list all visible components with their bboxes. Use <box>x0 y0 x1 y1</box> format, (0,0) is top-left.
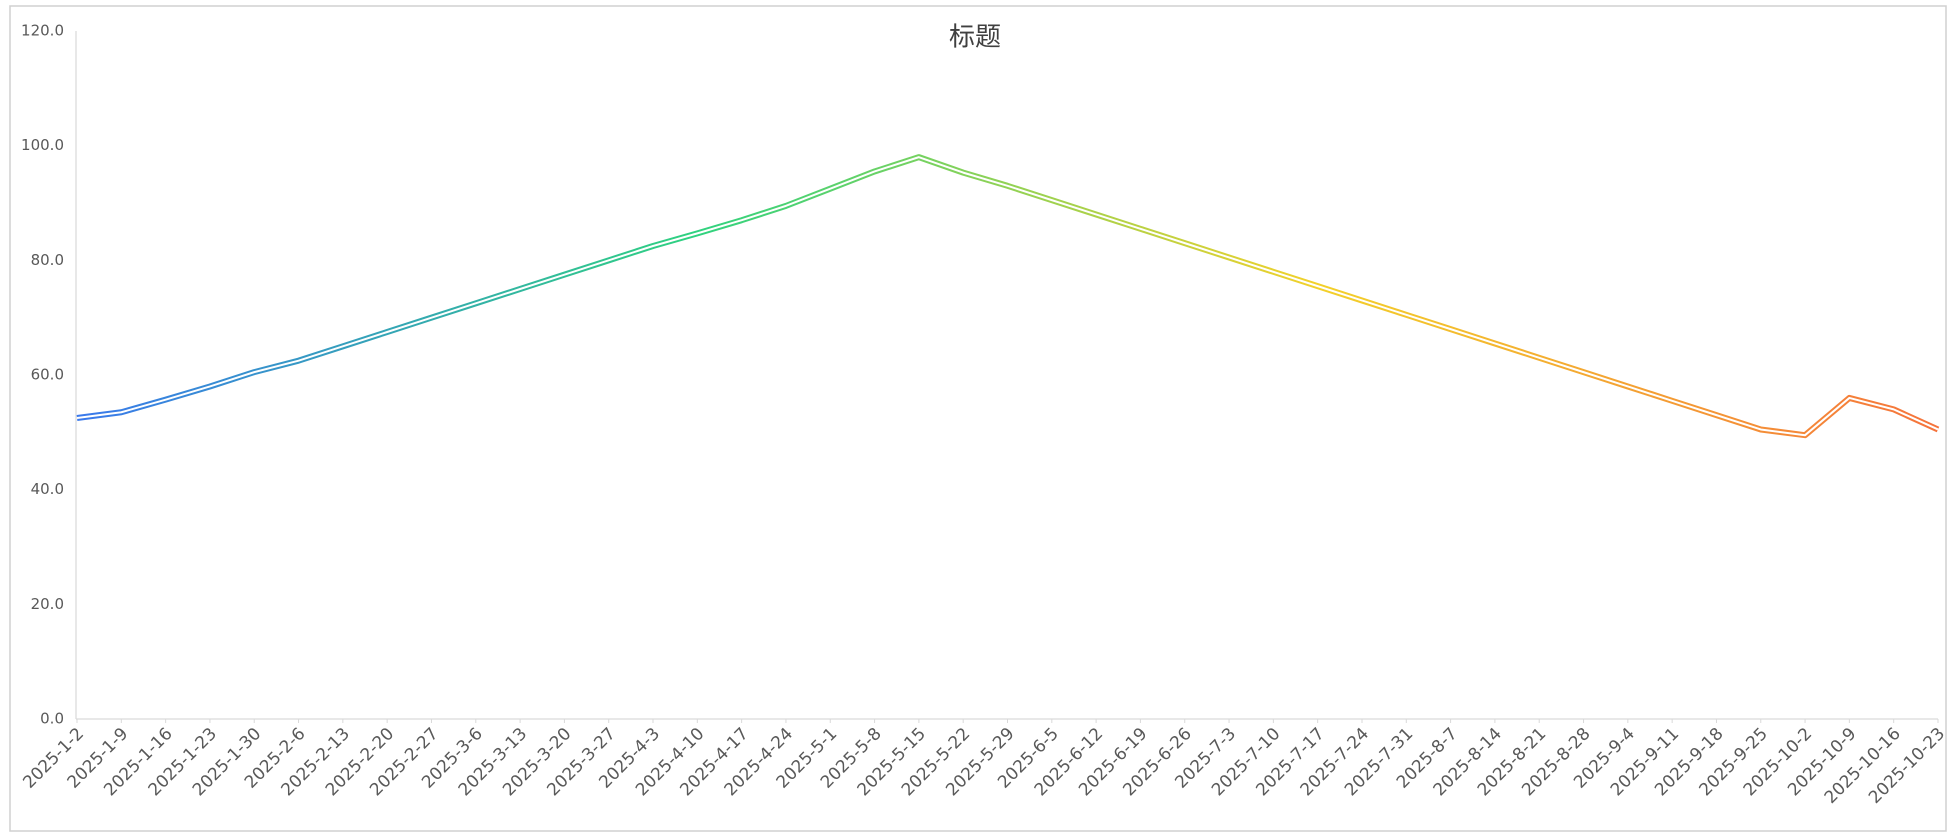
y-tick-label: 0.0 <box>40 710 64 728</box>
y-tick-label: 80.0 <box>31 251 64 269</box>
line-series-inner <box>76 156 1939 437</box>
y-tick-label: 100.0 <box>21 136 64 154</box>
y-tick-label: 120.0 <box>21 22 64 40</box>
y-tick-label: 20.0 <box>31 595 64 613</box>
y-tick-label: 60.0 <box>31 366 64 384</box>
y-tick-label: 40.0 <box>31 480 64 498</box>
chart-frame <box>9 5 1947 832</box>
chart-title: 标题 <box>949 23 1001 53</box>
